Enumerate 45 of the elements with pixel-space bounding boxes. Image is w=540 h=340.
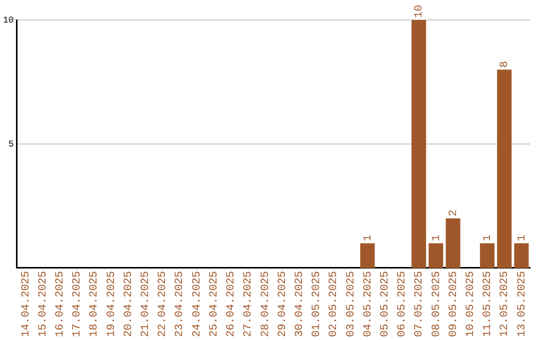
data-label: 2 (448, 210, 460, 216)
bar (360, 243, 375, 268)
x-tick-label: 21.04.2025 (140, 270, 152, 338)
x-tick-label: 23.04.2025 (174, 270, 186, 338)
y-tick-label: 5 (8, 139, 14, 150)
x-tick-label: 17.04.2025 (72, 270, 84, 338)
x-tick-label: 01.05.2025 (311, 270, 324, 338)
x-tick-label: 25.04.2025 (208, 270, 220, 338)
data-label: 1 (482, 234, 494, 242)
bar (428, 243, 444, 268)
x-tick-label: 08.05.2025 (430, 270, 443, 338)
x-tick-label: 09.05.2025 (448, 270, 460, 338)
data-label: 1 (430, 234, 443, 242)
x-tick-label: 03.05.2025 (345, 270, 358, 338)
x-tick-label: 02.05.2025 (328, 270, 340, 338)
x-tick-label: 18.04.2025 (88, 270, 101, 338)
x-tick-label: 22.04.2025 (157, 270, 170, 338)
x-tick-label: 06.05.2025 (396, 270, 409, 338)
x-tick-label: 24.04.2025 (191, 270, 204, 338)
data-label: 8 (499, 60, 512, 68)
x-tick-label: 20.04.2025 (122, 270, 135, 338)
x-tick-label: 10.05.2025 (465, 270, 478, 338)
bar (514, 243, 529, 268)
x-tick-label: 26.04.2025 (226, 270, 238, 338)
x-tick-label: 16.04.2025 (54, 270, 66, 338)
x-tick-label: 28.04.2025 (260, 270, 272, 338)
x-tick-label: 14.04.2025 (20, 270, 32, 338)
x-tick-label: 15.04.2025 (37, 270, 50, 338)
x-tick-label: 07.05.2025 (414, 270, 426, 338)
x-tick-label: 19.04.2025 (106, 270, 118, 338)
bar (480, 243, 495, 268)
data-label: 10 (414, 4, 426, 18)
data-label: 1 (362, 234, 374, 242)
x-tick-label: 30.04.2025 (294, 270, 306, 338)
x-tick-label: 29.04.2025 (276, 270, 289, 338)
x-tick-label: 27.04.2025 (242, 270, 255, 338)
x-tick-label: 05.05.2025 (380, 270, 392, 338)
x-tick-label: 11.05.2025 (482, 270, 494, 338)
bar (446, 218, 460, 268)
data-label: 1 (516, 234, 528, 242)
x-tick-label: 13.05.2025 (516, 270, 528, 338)
bar (412, 20, 426, 268)
bar (497, 70, 512, 268)
x-tick-label: 12.05.2025 (499, 270, 512, 338)
x-tick-label: 04.05.2025 (362, 270, 374, 338)
